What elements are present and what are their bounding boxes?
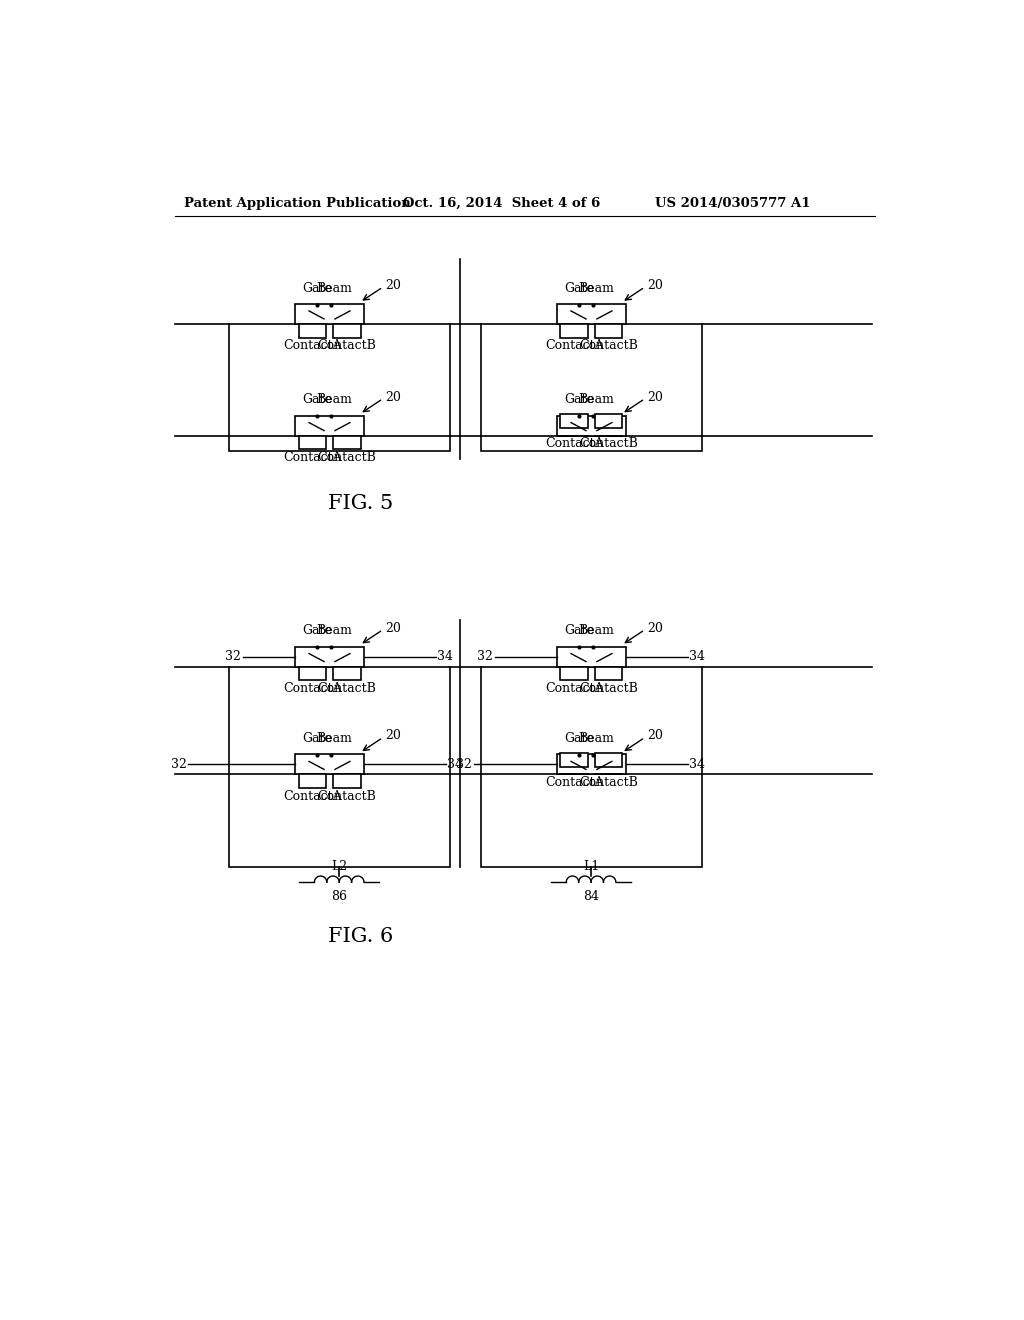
Text: ContactB: ContactB [579, 682, 638, 696]
Bar [295, 416, 364, 436]
Text: 34: 34 [689, 758, 706, 771]
Text: Beam: Beam [316, 393, 352, 407]
Text: 20: 20 [385, 730, 401, 742]
Bar [595, 323, 623, 338]
Bar [295, 647, 364, 667]
Text: 20: 20 [385, 391, 401, 404]
Text: L1: L1 [583, 859, 599, 873]
Text: ContactB: ContactB [579, 339, 638, 352]
Text: ContactA: ContactA [284, 339, 342, 352]
Text: Gate: Gate [564, 733, 594, 744]
Text: 20: 20 [647, 391, 664, 404]
Bar [560, 667, 589, 681]
Bar [333, 436, 360, 449]
Text: Gate: Gate [302, 733, 332, 744]
Text: 20: 20 [385, 279, 401, 292]
Bar [333, 323, 360, 338]
Text: FIG. 5: FIG. 5 [328, 494, 393, 513]
Bar [557, 304, 626, 323]
Text: 20: 20 [647, 279, 664, 292]
Text: 20: 20 [385, 622, 401, 635]
Text: Patent Application Publication: Patent Application Publication [183, 197, 411, 210]
Text: Gate: Gate [564, 624, 594, 638]
Bar [333, 775, 360, 788]
Text: Beam: Beam [578, 624, 613, 638]
Bar [595, 752, 623, 767]
Bar [560, 414, 589, 428]
Bar [299, 436, 327, 449]
Text: Beam: Beam [316, 733, 352, 744]
Text: ContactA: ContactA [545, 339, 604, 352]
Text: FIG. 6: FIG. 6 [328, 927, 393, 945]
Bar [557, 755, 626, 775]
Text: 86: 86 [331, 890, 347, 903]
Text: 34: 34 [437, 649, 454, 663]
Bar [595, 414, 623, 428]
Text: ContactA: ContactA [545, 776, 604, 789]
Text: ContactA: ContactA [284, 789, 342, 803]
Bar [299, 775, 327, 788]
Text: 32: 32 [477, 649, 493, 663]
Bar [295, 755, 364, 775]
Bar [557, 647, 626, 667]
Text: 34: 34 [689, 649, 706, 663]
Text: Oct. 16, 2014  Sheet 4 of 6: Oct. 16, 2014 Sheet 4 of 6 [403, 197, 600, 210]
Bar [299, 667, 327, 681]
Text: ContactA: ContactA [284, 451, 342, 465]
Bar [228, 667, 450, 867]
Bar [595, 667, 623, 681]
Text: 32: 32 [457, 758, 472, 771]
Text: Beam: Beam [578, 281, 613, 294]
Text: ContactA: ContactA [545, 437, 604, 450]
Bar [557, 416, 626, 436]
Text: US 2014/0305777 A1: US 2014/0305777 A1 [655, 197, 811, 210]
Bar [560, 752, 589, 767]
Bar [480, 323, 701, 451]
Bar [560, 323, 589, 338]
Text: ContactB: ContactB [317, 451, 376, 465]
Text: Beam: Beam [578, 393, 613, 407]
Text: ContactB: ContactB [579, 776, 638, 789]
Text: 32: 32 [171, 758, 187, 771]
Text: 84: 84 [583, 890, 599, 903]
Text: L2: L2 [331, 859, 347, 873]
Text: Gate: Gate [564, 281, 594, 294]
Text: ContactB: ContactB [317, 789, 376, 803]
Text: Beam: Beam [316, 281, 352, 294]
Text: 32: 32 [225, 649, 241, 663]
Text: ContactB: ContactB [579, 437, 638, 450]
Bar [480, 667, 701, 867]
Text: Gate: Gate [302, 281, 332, 294]
Text: Gate: Gate [302, 393, 332, 407]
Text: Beam: Beam [578, 733, 613, 744]
Text: 20: 20 [647, 622, 664, 635]
Text: 34: 34 [447, 758, 463, 771]
Text: Beam: Beam [316, 624, 352, 638]
Bar [295, 304, 364, 323]
Text: ContactB: ContactB [317, 339, 376, 352]
Text: ContactA: ContactA [545, 682, 604, 696]
Text: ContactA: ContactA [284, 682, 342, 696]
Bar [228, 323, 450, 451]
Text: 20: 20 [647, 730, 664, 742]
Text: Gate: Gate [302, 624, 332, 638]
Text: Gate: Gate [564, 393, 594, 407]
Bar [299, 323, 327, 338]
Bar [333, 667, 360, 681]
Text: ContactB: ContactB [317, 682, 376, 696]
